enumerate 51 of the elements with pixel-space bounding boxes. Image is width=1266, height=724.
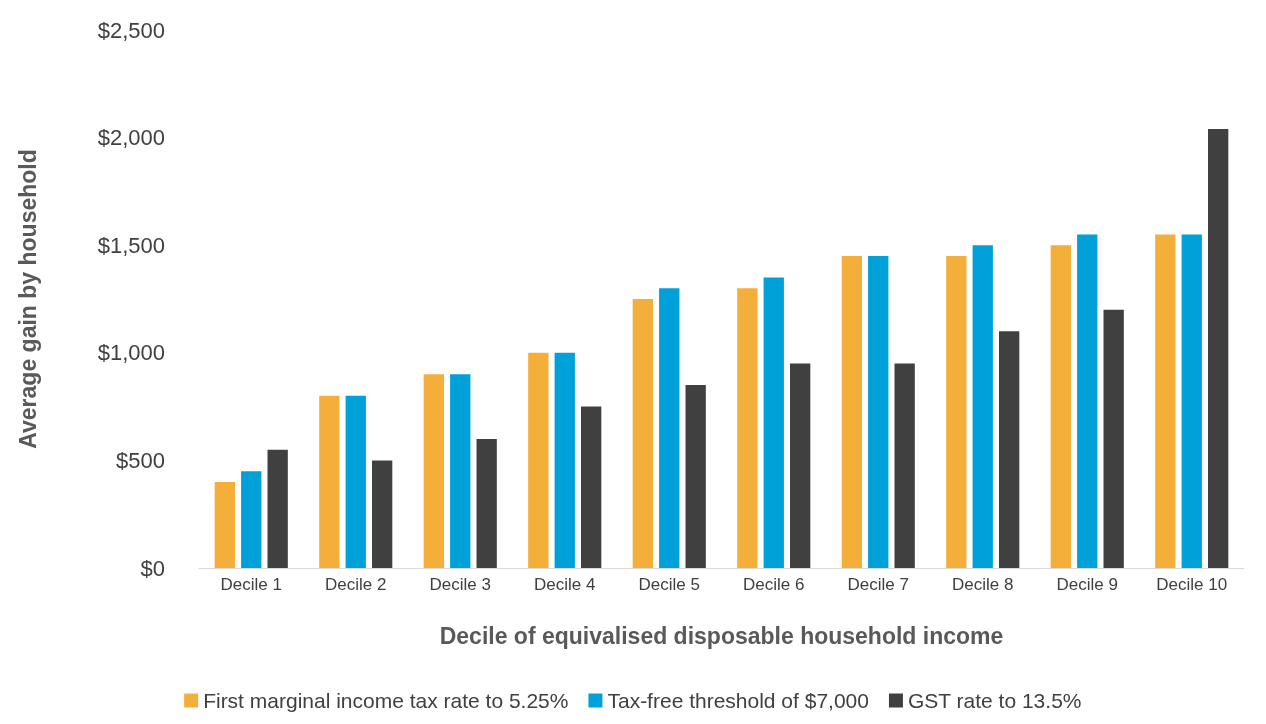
bar bbox=[790, 363, 811, 568]
bar bbox=[476, 438, 497, 568]
x-tick-label: Decile 3 bbox=[429, 575, 491, 594]
bar bbox=[868, 255, 889, 568]
bar bbox=[841, 255, 862, 568]
bar bbox=[1181, 234, 1202, 568]
y-tick-label: $1,000 bbox=[97, 340, 165, 366]
bar bbox=[319, 395, 340, 568]
bar bbox=[685, 385, 706, 568]
x-tick-label: Decile 4 bbox=[534, 575, 596, 594]
bar bbox=[241, 471, 262, 568]
y-tick-label: $0 bbox=[140, 555, 165, 581]
y-tick-label: $1,500 bbox=[97, 232, 165, 258]
bar bbox=[1103, 309, 1124, 568]
bar bbox=[528, 352, 549, 568]
x-tick-label: Decile 9 bbox=[1056, 575, 1118, 594]
bar bbox=[946, 255, 967, 568]
legend-label: GST rate to 13.5% bbox=[907, 689, 1082, 712]
bar bbox=[894, 363, 915, 568]
y-tick-label: $2,000 bbox=[97, 125, 165, 151]
bar bbox=[345, 395, 366, 568]
y-axis-title: Average gain by household bbox=[14, 149, 41, 449]
x-axis-title: Decile of equivalised disposable household income bbox=[439, 622, 1004, 649]
y-tick-label: $500 bbox=[116, 447, 165, 473]
bar bbox=[972, 245, 993, 568]
x-tick-label: Decile 10 bbox=[1156, 575, 1228, 594]
bar bbox=[1208, 128, 1229, 568]
x-tick-label: Decile 7 bbox=[847, 575, 909, 594]
legend-label: First marginal income tax rate to 5.25% bbox=[203, 689, 569, 712]
legend-label: Tax-free threshold of $7,000 bbox=[607, 689, 869, 712]
bar bbox=[423, 374, 444, 568]
x-tick-label: Decile 5 bbox=[638, 575, 700, 594]
bar bbox=[1050, 245, 1071, 568]
bar bbox=[214, 481, 235, 568]
bar bbox=[737, 288, 758, 568]
y-tick-label: $2,500 bbox=[97, 17, 165, 43]
bar bbox=[999, 331, 1020, 568]
bar bbox=[1155, 234, 1176, 568]
bar bbox=[763, 277, 784, 568]
bar bbox=[554, 352, 575, 568]
x-tick-label: Decile 8 bbox=[952, 575, 1014, 594]
x-tick-label: Decile 1 bbox=[220, 575, 282, 594]
x-tick-label: Decile 6 bbox=[743, 575, 805, 594]
bar bbox=[372, 460, 393, 568]
x-tick-label: Decile 2 bbox=[325, 575, 387, 594]
bar bbox=[581, 406, 602, 568]
bar bbox=[632, 299, 653, 568]
bar bbox=[1077, 234, 1098, 568]
bar bbox=[659, 288, 680, 568]
bar bbox=[267, 449, 288, 568]
bar bbox=[450, 374, 471, 568]
